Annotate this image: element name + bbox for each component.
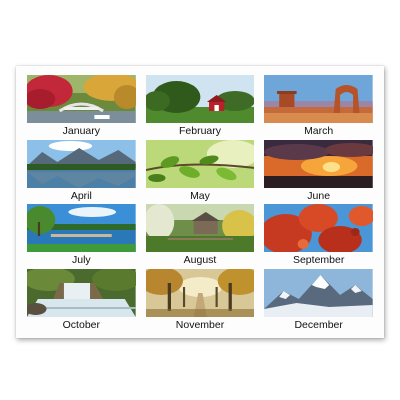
month-tile-november: November (145, 268, 255, 334)
month-label: April (70, 189, 92, 202)
snow-mountain-photo (264, 268, 373, 317)
month-label: October (62, 318, 100, 331)
month-label: July (71, 254, 91, 266)
waterfall-photo (27, 268, 136, 317)
month-label: November (175, 318, 225, 331)
cabin-meadow-photo (145, 204, 255, 252)
month-label: September (292, 254, 345, 266)
red-barn-photo (145, 75, 255, 123)
sunset-clouds-photo (264, 139, 373, 188)
month-tile-december: December (264, 268, 373, 334)
tree-path-photo (145, 268, 255, 317)
month-tile-september: September (264, 204, 373, 269)
month-tile-october: October (27, 268, 136, 334)
lake-dock-photo (27, 204, 136, 252)
mountain-lake-photo (27, 139, 136, 188)
month-tile-april: April (27, 139, 136, 205)
month-label: August (183, 254, 217, 266)
desert-arch-photo (264, 75, 373, 123)
month-label: May (190, 189, 210, 202)
calendar-sheet: January February (16, 66, 384, 338)
month-tile-may: May (145, 139, 255, 205)
month-tile-february: February (145, 75, 255, 140)
leaf-branch-photo (145, 139, 255, 188)
month-tile-march: March (264, 75, 373, 140)
garden-bridge-photo (27, 75, 136, 123)
month-tile-august: August (145, 204, 255, 269)
month-label: December (294, 318, 343, 331)
month-tile-july: July (27, 204, 136, 269)
month-tile-january: January (27, 75, 136, 140)
month-label: March (304, 125, 334, 137)
month-label: February (178, 125, 221, 137)
month-label: January (62, 125, 100, 137)
autumn-leaves-photo (264, 204, 373, 252)
month-grid: January February (27, 75, 373, 333)
month-label: June (307, 189, 331, 202)
month-tile-june: June (264, 139, 373, 205)
